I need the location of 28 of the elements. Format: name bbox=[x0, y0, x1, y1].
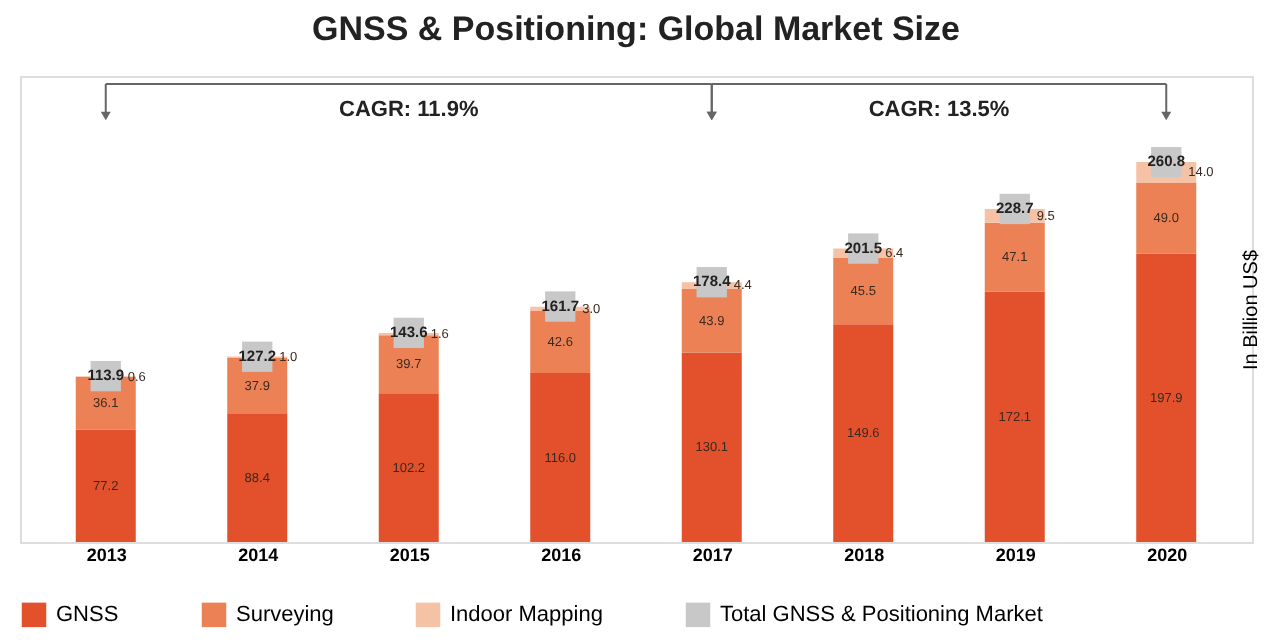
bar bbox=[227, 413, 288, 542]
bar bbox=[681, 352, 742, 542]
bar bbox=[984, 222, 1045, 292]
x-tick-label: 2015 bbox=[389, 545, 430, 565]
y-axis-title: In Billion US$ bbox=[1241, 249, 1263, 371]
legend-label: GNSS bbox=[56, 602, 119, 627]
x-tick-label: 2013 bbox=[86, 545, 127, 565]
bar bbox=[530, 373, 591, 542]
legend-label: Total GNSS & Positioning Market bbox=[720, 602, 1043, 627]
legend-label: Indoor Mapping bbox=[450, 602, 603, 627]
annotation: CAGR: 11.9% bbox=[339, 98, 479, 122]
bar bbox=[984, 291, 1045, 542]
x-tick-label: 2019 bbox=[995, 545, 1036, 565]
bar bbox=[1136, 253, 1197, 542]
bar bbox=[833, 257, 894, 325]
x-tick-label: 2016 bbox=[541, 545, 582, 565]
bar bbox=[681, 288, 742, 353]
bar bbox=[1136, 182, 1197, 254]
chart-title: GNSS & Positioning: Global Market Size bbox=[312, 10, 960, 48]
bar bbox=[75, 429, 136, 542]
bar bbox=[378, 393, 439, 542]
x-tick-label: 2020 bbox=[1147, 545, 1188, 565]
bar bbox=[833, 324, 894, 542]
legend-label: Surveying bbox=[236, 602, 334, 627]
x-tick-label: 2017 bbox=[692, 545, 733, 565]
x-tick-label: 2014 bbox=[238, 545, 279, 565]
annotation: CAGR: 13.5% bbox=[868, 98, 1010, 122]
x-tick-label: 2018 bbox=[844, 545, 885, 565]
